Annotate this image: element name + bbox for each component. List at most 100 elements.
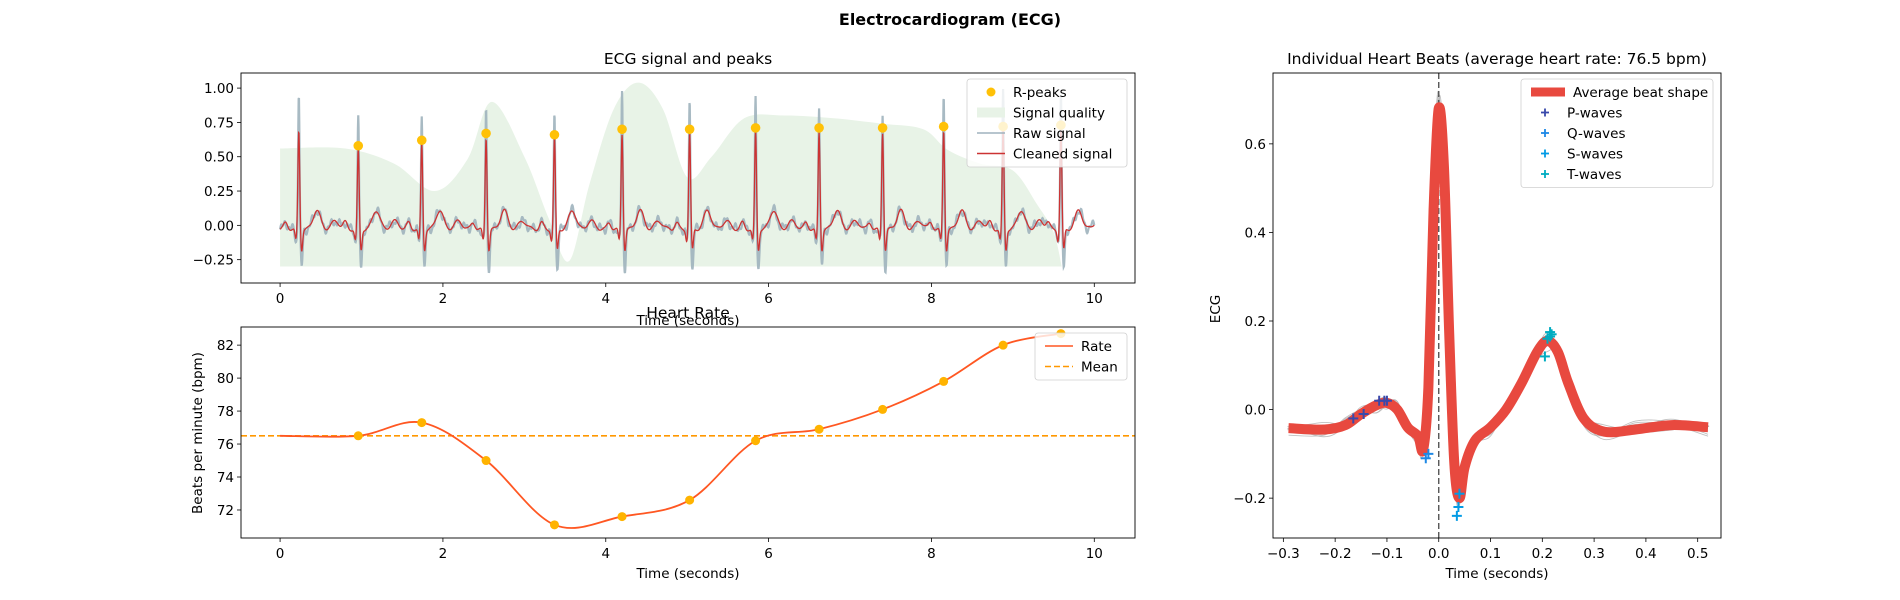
beats-legend-label: Q-waves (1567, 126, 1626, 142)
rate-x-tick-label: 4 (601, 546, 610, 562)
beats-legend-label: Average beat shape (1573, 85, 1708, 101)
r-peak-point (814, 123, 824, 133)
ecg-x-tick-label: 4 (601, 291, 610, 307)
ecg-y-tick-label: 0.00 (204, 218, 234, 234)
r-peak-point (416, 135, 427, 146)
ecg-x-tick-label: 8 (927, 291, 936, 307)
r-peak-point (938, 121, 949, 132)
heart-rate-x-axis-label: Time (seconds) (635, 566, 739, 582)
ecg-panel-title: ECG signal and peaks (604, 50, 772, 68)
ecg-legend-box (966, 78, 1128, 168)
rate-point (998, 340, 1008, 350)
ecg-legend-label: Cleaned signal (1013, 147, 1112, 163)
ecg-y-tick-label: 0.25 (204, 184, 234, 200)
ecg-legend-marker (986, 87, 996, 97)
rate-point (481, 456, 491, 466)
beats-x-tick-label: −0.1 (1371, 546, 1404, 562)
r-peak-point (750, 123, 761, 133)
rate-legend-box (1034, 332, 1128, 381)
ecg-y-tick-label: 1.00 (204, 81, 234, 97)
heart-rate-panel: Heart Rate Time (seconds) Beats per minu… (190, 304, 740, 582)
rate-point (939, 376, 949, 386)
beats-legend-label: S-waves (1567, 147, 1623, 163)
ecg-x-tick-label: 0 (276, 291, 285, 307)
rate-y-tick-label: 80 (217, 371, 234, 387)
ecg-legend-label: Raw signal (1013, 126, 1086, 142)
beats-x-tick-label: 0.5 (1687, 546, 1708, 562)
rate-point (878, 404, 888, 414)
heart-rate-chart: 0 2 4 6 8 10 72 74 76 78 80 82 Rate Mean (217, 326, 1136, 562)
rate-y-tick-label: 74 (217, 470, 234, 486)
rate-x-tick-label: 10 (1086, 546, 1103, 562)
rate-y-tick-label: 76 (217, 437, 234, 453)
beats-x-tick-label: 0.0 (1428, 546, 1449, 562)
heart-beats-chart: −0.3 −0.2 −0.1 0.0 0.1 0.2 0.3 0.4 0.5 −0.2 0.0 0.2… (1233, 72, 1722, 562)
beats-y-tick-label: 0.4 (1245, 225, 1266, 241)
heart-beats-panel: Individual Heart Beats (average heart ra… (1208, 50, 1707, 582)
ecg-y-tick-label: 0.50 (204, 150, 234, 166)
rate-legend-label: Rate (1081, 339, 1112, 355)
heart-beats-x-axis-label: Time (seconds) (1444, 566, 1548, 582)
heart-beats-panel-title: Individual Heart Beats (average heart ra… (1287, 50, 1707, 68)
beats-x-tick-label: 0.3 (1583, 546, 1604, 562)
beats-axes-frame (1272, 72, 1722, 539)
rate-x-tick-label: 6 (764, 546, 773, 562)
heart-beats-y-axis-label: ECG (1208, 295, 1224, 323)
ecg-panel: ECG signal and peaks Time (seconds) (604, 50, 772, 329)
rate-point (685, 495, 695, 505)
r-peak-point (549, 129, 560, 140)
rate-plot-area (241, 329, 1135, 530)
rate-y-tick-label: 72 (217, 503, 234, 519)
ecg-y-tick-label: 0.75 (204, 115, 234, 131)
r-peak-point (684, 124, 695, 135)
beats-y-tick-label: 0.2 (1245, 314, 1266, 330)
r-peak-point (481, 128, 491, 139)
beats-x-tick-label: 0.1 (1480, 546, 1501, 562)
ecg-plot-area (278, 82, 1096, 275)
rate-y-tick-label: 82 (217, 338, 234, 354)
beats-y-tick-label: −0.2 (1233, 491, 1266, 507)
beats-y-tick-label: 0.6 (1245, 137, 1266, 153)
ecg-y-tick-label: −0.25 (193, 253, 234, 269)
beats-x-tick-label: 0.4 (1635, 546, 1656, 562)
rate-point (814, 424, 824, 434)
ecg-x-tick-label: 6 (764, 291, 773, 307)
figure-title: Electrocardiogram (ECG) (839, 10, 1061, 29)
rate-point (417, 418, 427, 428)
rate-point (549, 520, 559, 530)
rate-y-tick-label: 78 (217, 404, 234, 420)
ecg-legend-label: Signal quality (1013, 106, 1105, 122)
ecg-legend: R-peaks Signal quality Raw signal Cleaned s… (966, 78, 1128, 168)
r-peak-point (353, 140, 364, 151)
ecg-chart: 0 2 4 6 8 10 −0.25 0.00 0.25 0.50 0.75 1.00 R-peaks S… (193, 72, 1136, 307)
ecg-legend-label: R-peaks (1013, 85, 1067, 101)
rate-point (751, 436, 761, 446)
ecg-x-tick-label: 2 (439, 291, 448, 307)
beats-plot-area (1287, 73, 1710, 538)
rate-legend-label: Mean (1081, 360, 1118, 376)
rate-x-tick-label: 0 (276, 546, 285, 562)
rate-axes-frame (240, 326, 1136, 539)
cleaned-signal-line (279, 129, 1095, 252)
rate-legend: Rate Mean (1034, 332, 1128, 381)
beats-legend-label: P-waves (1567, 106, 1622, 122)
beats-legend-label: T-waves (1566, 167, 1622, 183)
average-beat-line (1288, 102, 1709, 504)
rate-point (617, 512, 627, 522)
ecg-x-tick-label: 10 (1086, 291, 1103, 307)
beats-legend: Average beat shape P-waves Q-waves S-waves T… (1520, 78, 1714, 188)
beats-y-tick-label: 0.0 (1245, 403, 1266, 419)
rate-point (353, 431, 363, 441)
rate-x-tick-label: 8 (927, 546, 936, 562)
ecg-legend-marker (977, 107, 1005, 118)
ecg-x-axis-label: Time (seconds) (635, 313, 739, 329)
heart-rate-line (280, 332, 1062, 529)
heart-rate-panel-title: Heart Rate (646, 304, 730, 322)
beats-legend-box (1520, 78, 1714, 188)
rate-x-tick-label: 2 (439, 546, 448, 562)
beats-x-tick-label: −0.2 (1319, 546, 1352, 562)
heart-rate-y-axis-label: Beats per minute (bpm) (190, 352, 206, 514)
r-peak-point (877, 123, 888, 133)
ecg-axes-frame (240, 72, 1136, 284)
